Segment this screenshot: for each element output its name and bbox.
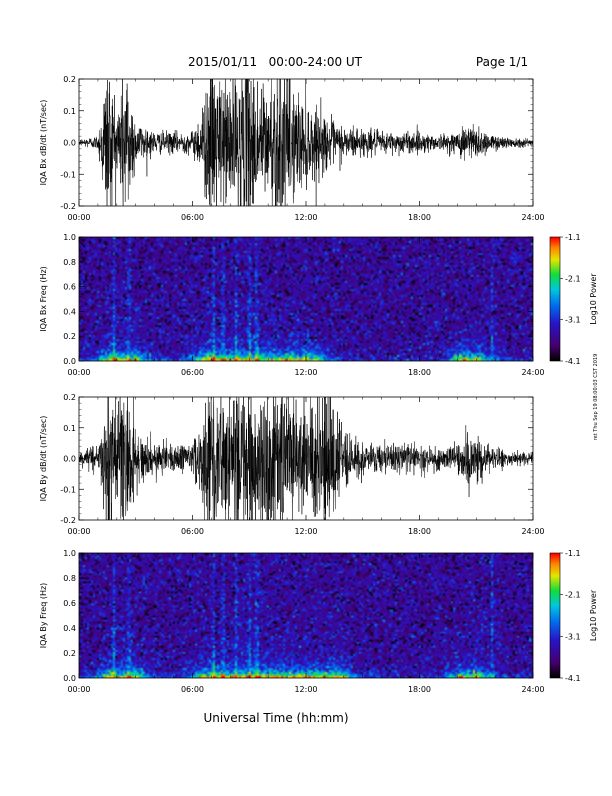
colorbar-label: Log10 Power: [589, 273, 598, 325]
spectrogram-image: [79, 553, 533, 678]
bx-waveform-panel: 00:00 06:00 12:00 18:00 24:00 0.2 0.1 0.0 -0.1 -0…: [39, 75, 545, 222]
x-tick-label: 00:00: [67, 527, 90, 536]
colorbar-tick-label: -1.1: [565, 549, 581, 558]
y-tick-label: 0.1: [63, 424, 76, 433]
x-tick-label: 06:00: [181, 213, 204, 222]
y-tick-label: 0.2: [63, 332, 76, 341]
y-tick-label: 0.1: [63, 107, 76, 116]
y-tick-label: 0.2: [63, 393, 76, 402]
by-waveform-panel: 00:00 06:00 12:00 18:00 24:00 0.2 0.1 0.0 -0.1 -0…: [39, 393, 545, 536]
waveform-trace: [79, 397, 533, 520]
x-tick-label: 24:00: [521, 368, 544, 377]
y-axis-label: IQA By Freq (Hz): [39, 583, 48, 649]
x-tick-label: 00:00: [67, 368, 90, 377]
x-tick-label: 24:00: [521, 685, 544, 694]
x-tick-label: 00:00: [67, 685, 90, 694]
y-tick-label: -0.1: [60, 170, 76, 179]
colorbar-tick-label: -1.1: [565, 233, 581, 242]
colorbar-tick-label: -2.1: [565, 274, 581, 283]
y-tick-label: 0.0: [63, 455, 76, 464]
x-tick-label: 24:00: [521, 213, 544, 222]
x-tick-label: 12:00: [294, 685, 317, 694]
colorbar: [550, 553, 560, 678]
x-tick-label: 06:00: [181, 685, 204, 694]
colorbar-tick-label: -4.1: [565, 674, 581, 683]
x-tick-label: 18:00: [408, 527, 431, 536]
x-tick-label: 06:00: [181, 527, 204, 536]
colorbar-tick-label: -4.1: [565, 357, 581, 366]
y-tick-label: -0.2: [60, 202, 76, 211]
colorbar-tick-label: -3.1: [565, 316, 581, 325]
y-tick-label: 0.0: [63, 357, 76, 366]
page-indicator: Page 1/1: [476, 55, 528, 69]
date-range-title: 2015/01/11 00:00-24:00 UT: [188, 55, 363, 69]
y-tick-label: 0.2: [63, 649, 76, 658]
colorbar: [550, 237, 560, 361]
y-axis-label: IQA Bx Freq (Hz): [39, 266, 48, 332]
y-axis-label: IQA By dB/dt (nT/sec): [39, 416, 48, 502]
x-tick-label: 12:00: [294, 213, 317, 222]
x-tick-label: 12:00: [294, 527, 317, 536]
y-tick-label: 0.4: [63, 624, 76, 633]
y-tick-label: -0.1: [60, 485, 76, 494]
y-tick-label: 0.8: [63, 574, 76, 583]
y-tick-label: 1.0: [63, 549, 76, 558]
y-tick-label: 0.8: [63, 258, 76, 267]
side-timestamp: ret Thu Sep 19 08:00:03 CST 2019: [593, 354, 599, 441]
x-tick-label: 24:00: [521, 527, 544, 536]
colorbar-tick-label: -2.1: [565, 591, 581, 600]
y-tick-label: 1.0: [63, 233, 76, 242]
y-tick-label: -0.2: [60, 516, 76, 525]
colorbar-frame: [549, 552, 561, 679]
colorbar-frame: [549, 236, 561, 362]
y-tick-label: 0.4: [63, 307, 76, 316]
y-tick-label: 0.6: [63, 283, 76, 292]
y-tick-label: 0.6: [63, 599, 76, 608]
y-tick-label: 0.0: [63, 139, 76, 148]
x-tick-label: 18:00: [408, 685, 431, 694]
spectrogram-image: [79, 237, 533, 361]
y-tick-label: 0.0: [63, 674, 76, 683]
colorbar-label: Log10 Power: [589, 589, 598, 641]
x-tick-label: 12:00: [294, 368, 317, 377]
x-tick-label: 06:00: [181, 368, 204, 377]
colorbar-tick-label: -3.1: [565, 632, 581, 641]
by-spectrogram-panel: -1.1 -2.1 -3.1 -4.1 Log10 Power 00:00 06:00 12:…: [39, 549, 598, 694]
x-axis-label: Universal Time (hh:mm): [203, 711, 348, 725]
y-tick-label: 0.2: [63, 75, 76, 84]
waveform-trace: [79, 79, 533, 206]
bx-spectrogram-panel: -1.1 -2.1 -3.1 -4.1 Log10 Power 00:00 06:00 12:…: [39, 233, 598, 377]
x-tick-label: 00:00: [67, 213, 90, 222]
x-tick-label: 18:00: [408, 368, 431, 377]
y-axis-label: IQA Bx dB/dt (nT/sec): [39, 100, 48, 186]
x-tick-label: 18:00: [408, 213, 431, 222]
